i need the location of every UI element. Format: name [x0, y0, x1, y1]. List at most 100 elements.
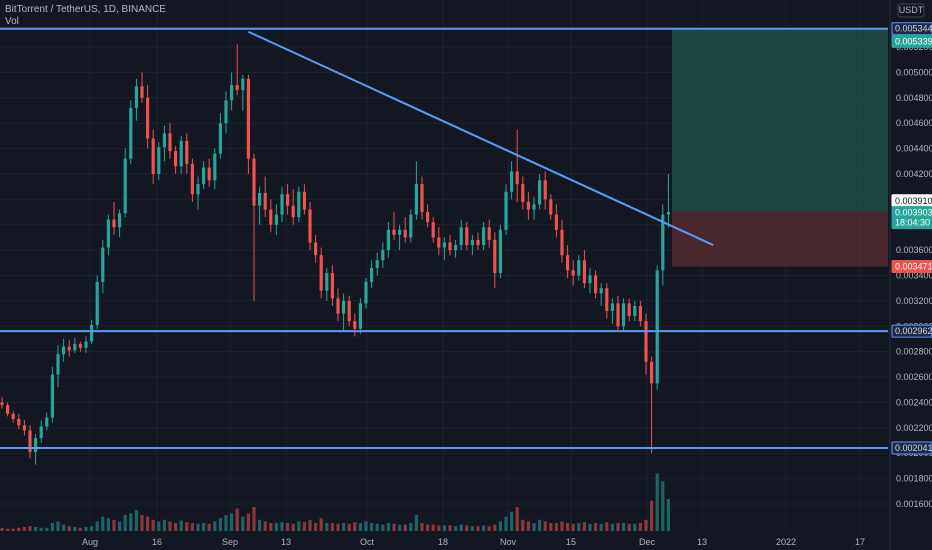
candle-body[interactable] [638, 305, 642, 322]
candle-body[interactable] [39, 426, 43, 438]
candle-body[interactable] [263, 192, 267, 210]
candle-body[interactable] [633, 305, 637, 317]
volume-legend-label[interactable]: Vol [5, 16, 19, 27]
candle-body[interactable] [252, 158, 256, 206]
candle-body[interactable] [431, 222, 435, 238]
candle-body[interactable] [84, 341, 88, 348]
candle-body[interactable] [666, 212, 670, 215]
candle-body[interactable] [286, 194, 290, 206]
candle-body[interactable] [532, 204, 536, 210]
candle-body[interactable] [420, 184, 424, 213]
candle-body[interactable] [190, 163, 194, 195]
candle-body[interactable] [213, 153, 217, 181]
candle-body[interactable] [118, 213, 122, 228]
candle-body[interactable] [571, 270, 575, 276]
candle-body[interactable] [112, 219, 116, 228]
candle-body[interactable] [207, 167, 211, 181]
candle-body[interactable] [549, 199, 553, 215]
candle-body[interactable] [106, 219, 110, 248]
candle-body[interactable] [610, 303, 614, 312]
currency-label-box[interactable] [897, 3, 925, 18]
candle-body[interactable] [325, 272, 329, 291]
candle-body[interactable] [409, 214, 413, 238]
candle-body[interactable] [605, 288, 609, 312]
candle-body[interactable] [34, 437, 38, 452]
candle-body[interactable] [526, 201, 530, 210]
candle-body[interactable] [101, 247, 105, 282]
candle-body[interactable] [146, 97, 150, 139]
candle-body[interactable] [521, 184, 525, 202]
candle-body[interactable] [0, 402, 4, 405]
candle-body[interactable] [375, 260, 379, 268]
candle-body[interactable] [162, 133, 166, 148]
candle-body[interactable] [448, 242, 452, 251]
candle-body[interactable] [482, 227, 486, 246]
candle-body[interactable] [269, 209, 273, 225]
price-tag[interactable] [891, 216, 932, 230]
candle-body[interactable] [510, 171, 514, 192]
candle-body[interactable] [560, 229, 564, 256]
candle-body[interactable] [566, 255, 570, 271]
candle-body[interactable] [622, 303, 626, 327]
price-tag[interactable] [891, 34, 932, 48]
candle-body[interactable] [90, 325, 94, 342]
symbol-title[interactable]: BitTorrent / TetherUS, 1D, BINANCE [5, 4, 166, 15]
candle-body[interactable] [78, 344, 82, 348]
candle-body[interactable] [73, 344, 77, 351]
candle-body[interactable] [588, 275, 592, 284]
candle-body[interactable] [493, 239, 497, 273]
candle-body[interactable] [123, 158, 127, 214]
candle-body[interactable] [655, 270, 659, 384]
candle-body[interactable] [386, 229, 390, 251]
candle-body[interactable] [28, 430, 32, 452]
candle-body[interactable] [134, 86, 138, 108]
candle-body[interactable] [62, 346, 66, 355]
candle-body[interactable] [392, 229, 396, 235]
candle-body[interactable] [426, 212, 430, 223]
candle-body[interactable] [342, 300, 346, 314]
candle-body[interactable] [280, 194, 284, 215]
candle-body[interactable] [50, 374, 54, 418]
candle-body[interactable] [45, 417, 49, 427]
candle-body[interactable] [241, 78, 245, 91]
trendline[interactable] [247, 30, 714, 246]
candle-body[interactable] [330, 272, 334, 299]
candle-body[interactable] [347, 300, 351, 322]
candle-body[interactable] [459, 227, 463, 246]
candle-body[interactable] [538, 180, 542, 205]
candle-body[interactable] [465, 227, 469, 246]
candle-body[interactable] [196, 184, 200, 195]
candle-body[interactable] [258, 192, 262, 206]
candle-body[interactable] [291, 205, 295, 218]
candle-body[interactable] [129, 107, 133, 159]
candle-body[interactable] [364, 281, 368, 304]
candle-body[interactable] [370, 267, 374, 282]
candle-body[interactable] [504, 191, 508, 230]
candle-body[interactable] [56, 354, 60, 375]
candle-body[interactable] [476, 239, 480, 246]
candle-body[interactable] [582, 260, 586, 284]
price-tag[interactable] [891, 324, 932, 338]
candle-body[interactable] [202, 167, 206, 185]
candle-body[interactable] [157, 147, 161, 174]
candle-body[interactable] [230, 85, 234, 101]
candle-body[interactable] [454, 245, 458, 251]
candle-body[interactable] [627, 303, 631, 317]
candle-body[interactable] [414, 184, 418, 215]
candle-body[interactable] [174, 151, 178, 167]
candle-body[interactable] [381, 250, 385, 261]
candle-body[interactable] [314, 242, 318, 256]
candle-body[interactable] [297, 191, 301, 218]
candle-body[interactable] [498, 229, 502, 273]
candle-body[interactable] [246, 78, 250, 159]
candle-body[interactable] [22, 425, 26, 431]
candle-body[interactable] [543, 180, 547, 200]
candle-body[interactable] [179, 140, 183, 167]
candle-body[interactable] [470, 239, 474, 246]
candle-body[interactable] [11, 413, 15, 419]
candle-body[interactable] [140, 86, 144, 98]
candle-body[interactable] [151, 138, 155, 174]
candle-body[interactable] [6, 404, 10, 414]
candle-body[interactable] [403, 229, 407, 238]
